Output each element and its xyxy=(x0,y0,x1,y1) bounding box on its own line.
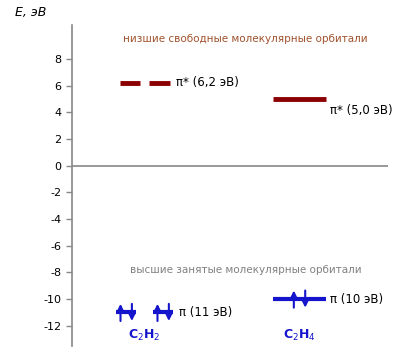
Text: C$_2$H$_2$: C$_2$H$_2$ xyxy=(128,328,161,343)
Text: E, эВ: E, эВ xyxy=(15,6,46,19)
Text: π (11 эВ): π (11 эВ) xyxy=(179,306,232,319)
Text: π* (5,0 эВ): π* (5,0 эВ) xyxy=(330,104,392,118)
Text: C$_2$H$_4$: C$_2$H$_4$ xyxy=(283,328,316,343)
Text: π* (6,2 эВ): π* (6,2 эВ) xyxy=(176,76,239,90)
Text: π (10 эВ): π (10 эВ) xyxy=(330,293,383,306)
Text: высшие занятые молекулярные орбитали: высшие занятые молекулярные орбитали xyxy=(130,265,362,275)
Text: низшие свободные молекулярные орбитали: низшие свободные молекулярные орбитали xyxy=(124,34,368,44)
